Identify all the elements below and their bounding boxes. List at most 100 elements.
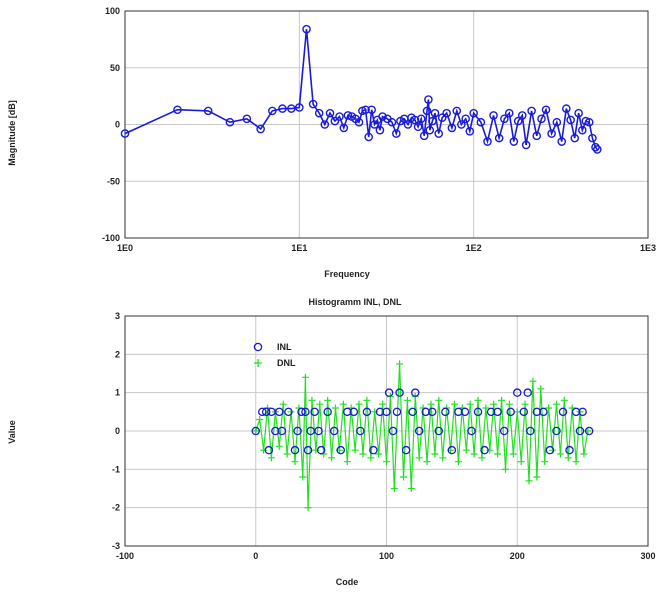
dnl-point bbox=[486, 446, 494, 454]
spectrum-point bbox=[225, 117, 235, 127]
inl-point bbox=[343, 407, 352, 417]
spectrum-y-axis-label: Magnitude [dB] bbox=[7, 100, 17, 166]
spectrum-point bbox=[364, 132, 374, 142]
spectrum-point bbox=[547, 129, 556, 138]
inl-point bbox=[375, 407, 385, 417]
dnl-line bbox=[255, 363, 589, 508]
inl-point bbox=[421, 407, 430, 417]
inl-point bbox=[323, 407, 332, 417]
dnl-point bbox=[324, 396, 332, 404]
dnl-point bbox=[572, 458, 580, 466]
dnl-point bbox=[399, 473, 407, 481]
dnl-point bbox=[332, 404, 340, 412]
spectrum-point bbox=[588, 133, 597, 143]
dnl-point bbox=[396, 360, 404, 368]
inl-point bbox=[526, 426, 535, 436]
dnl-point bbox=[537, 385, 545, 393]
spectrum-point bbox=[403, 120, 413, 129]
inl-dnl-legend: INL DNL bbox=[253, 342, 296, 368]
spectrum-y-tick-label: -100 bbox=[102, 233, 120, 243]
inl-point bbox=[258, 407, 267, 417]
dnl-series bbox=[252, 360, 592, 512]
dnl-point bbox=[498, 396, 506, 404]
spectrum-point bbox=[256, 124, 265, 134]
inl-dnl-y-axis-label: Value bbox=[7, 420, 17, 444]
spectrum-point bbox=[593, 145, 602, 154]
spectrum-point bbox=[430, 108, 440, 118]
dnl-point bbox=[462, 446, 470, 454]
inl-point bbox=[384, 388, 394, 397]
spectrum-x-tick-labels: 1E0 1E1 1E2 1E3 bbox=[117, 243, 656, 253]
dnl-point bbox=[525, 477, 533, 485]
inl-point bbox=[523, 388, 532, 397]
spectrum-point bbox=[203, 106, 213, 116]
spectrum-point bbox=[330, 116, 340, 126]
spectrum-point bbox=[378, 112, 387, 121]
spectrum-point bbox=[424, 95, 433, 104]
inl-dnl-chart: 3 2 1 0 -1 -2 -3 -100 0 100 200 300 Histogramm INL… bbox=[7, 297, 656, 587]
dnl-point bbox=[390, 485, 398, 492]
dnl-point bbox=[505, 400, 513, 408]
inl-dnl-x-tick-label: 0 bbox=[253, 551, 258, 561]
spectrum-point bbox=[428, 116, 437, 126]
inl-point bbox=[467, 426, 476, 436]
spectrum-point bbox=[392, 129, 401, 138]
spectrum-point bbox=[566, 115, 575, 125]
inl-point bbox=[506, 407, 515, 417]
legend-dnl-marker bbox=[254, 359, 262, 367]
inl-point bbox=[369, 445, 378, 455]
spectrum-y-tick-label: 0 bbox=[115, 120, 120, 130]
inl-point bbox=[293, 426, 302, 436]
dnl-point bbox=[533, 473, 541, 481]
spectrum-point bbox=[173, 105, 182, 115]
spectrum-point bbox=[537, 114, 546, 124]
spectrum-point bbox=[367, 105, 376, 115]
spectrum-point bbox=[278, 104, 287, 113]
spectrum-point bbox=[591, 142, 600, 152]
spectrum-point bbox=[461, 114, 470, 124]
dnl-point bbox=[556, 450, 564, 458]
legend-dnl-label: DNL bbox=[277, 358, 296, 368]
spectrum-x-tick-label: 1E2 bbox=[466, 243, 482, 253]
inl-point bbox=[336, 445, 345, 455]
spectrum-point bbox=[570, 133, 580, 143]
inl-point bbox=[382, 407, 391, 417]
dnl-point bbox=[304, 504, 312, 512]
inl-point bbox=[310, 407, 319, 417]
spectrum-point bbox=[557, 137, 567, 146]
dnl-point bbox=[454, 458, 462, 466]
inl-dnl-y-tick-label: -3 bbox=[112, 541, 120, 551]
inl-dnl-x-axis-label: Code bbox=[336, 577, 359, 587]
inl-point bbox=[584, 426, 594, 436]
spectrum-point bbox=[422, 106, 432, 116]
spectrum-point bbox=[527, 106, 536, 116]
spectrum-plot-border bbox=[124, 10, 649, 239]
spectrum-point bbox=[335, 112, 344, 121]
dnl-point bbox=[267, 454, 275, 462]
dnl-point bbox=[256, 416, 264, 423]
dnl-point bbox=[260, 446, 268, 454]
inl-point bbox=[480, 445, 489, 455]
dnl-point bbox=[367, 454, 375, 462]
spectrum-point bbox=[552, 117, 562, 127]
dnl-point bbox=[275, 442, 283, 450]
spectrum-point bbox=[387, 117, 397, 127]
spectrum-chart: 100 50 0 -50 -100 1E0 1E1 1E2 1E3 Frequency Mag… bbox=[7, 6, 656, 279]
dnl-point bbox=[490, 400, 498, 408]
inl-series bbox=[251, 388, 594, 455]
inl-point bbox=[447, 445, 457, 455]
spectrum-point bbox=[447, 123, 457, 133]
spectrum-y-tick-labels: 100 50 0 -50 -100 bbox=[102, 6, 120, 243]
dnl-point bbox=[291, 458, 299, 466]
spectrum-point bbox=[325, 108, 335, 118]
spectrum-point bbox=[419, 131, 429, 141]
dnl-point bbox=[427, 400, 435, 408]
spectrum-point bbox=[476, 117, 486, 127]
inl-dnl-y-tick-label: -2 bbox=[112, 503, 120, 513]
spectrum-point bbox=[354, 117, 364, 127]
dnl-point bbox=[564, 454, 572, 462]
dnl-point bbox=[450, 400, 458, 408]
dnl-point bbox=[501, 465, 509, 473]
spectrum-point bbox=[574, 108, 583, 118]
